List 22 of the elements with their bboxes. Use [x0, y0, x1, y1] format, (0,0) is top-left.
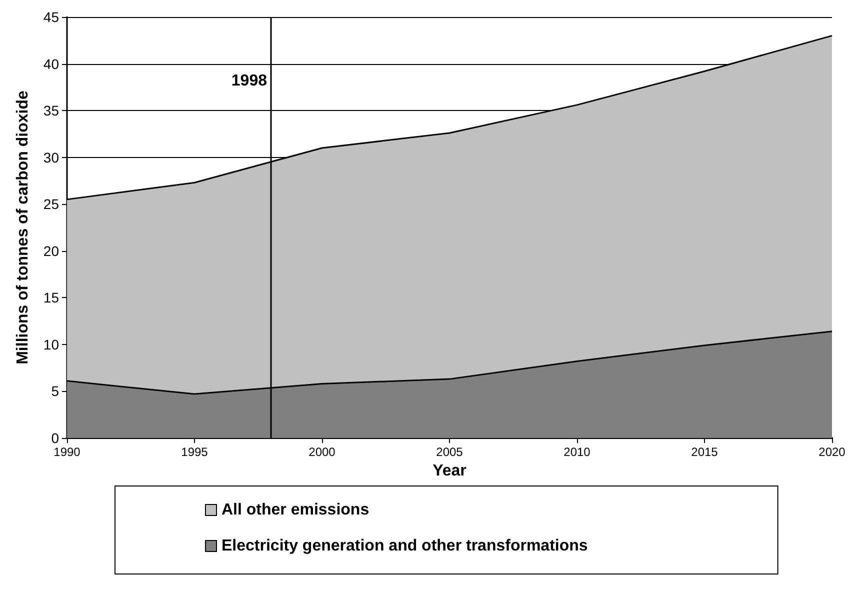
y-tick-label: 45: [43, 9, 60, 25]
y-tick-label: 20: [43, 242, 60, 259]
y-tick-label: 10: [43, 336, 60, 352]
x-tick-label: 2005: [436, 445, 464, 459]
x-tick-label: 1990: [54, 445, 81, 459]
x-tick-label: 1995: [181, 445, 208, 459]
x-tick-label: 2015: [691, 445, 718, 459]
y-tick-label: 15: [43, 290, 60, 306]
x-axis-title: Year: [432, 462, 466, 480]
x-tick-label: 2020: [818, 445, 846, 459]
legend-label: All other emissions: [222, 502, 370, 518]
x-tick-label: 2010: [564, 445, 591, 459]
legend-label: Electricity generation and other transformations: [222, 538, 588, 554]
y-tick-label: 25: [43, 196, 60, 212]
ref-line-label: 1998: [231, 72, 268, 90]
y-tick-label: 0: [51, 430, 60, 446]
y-tick-label: 5: [51, 383, 60, 400]
y-tick-label: 35: [43, 102, 60, 119]
y-tick-label: 30: [43, 149, 60, 166]
x-tick-label: 2000: [308, 445, 336, 459]
y-tick-label: 40: [43, 56, 60, 72]
y-axis-title: Millions of tonnes of carbon dioxide: [14, 90, 32, 364]
